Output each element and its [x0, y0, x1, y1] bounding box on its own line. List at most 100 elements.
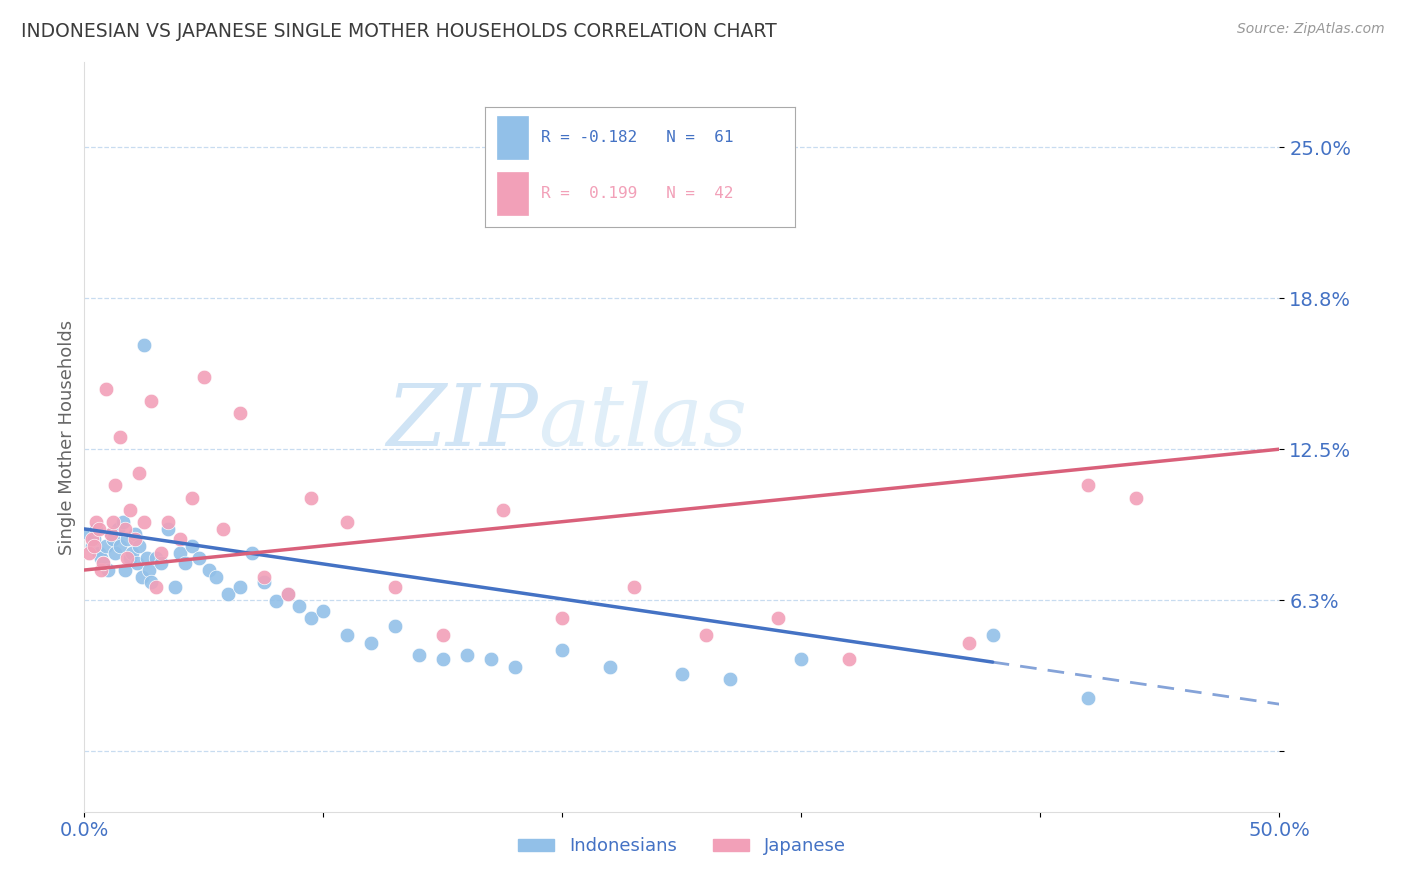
Point — [301, 491, 323, 505]
Point — [169, 532, 191, 546]
Point — [981, 628, 1004, 642]
Point — [132, 515, 156, 529]
Point — [97, 563, 120, 577]
Point — [90, 563, 112, 577]
Point — [145, 550, 167, 565]
Point — [288, 599, 311, 614]
Point — [253, 575, 276, 590]
Point — [117, 550, 139, 565]
Point — [165, 580, 187, 594]
Point — [87, 546, 110, 560]
Point — [384, 580, 406, 594]
Point — [104, 546, 127, 560]
Point — [169, 546, 191, 560]
Point — [114, 563, 136, 577]
Point — [277, 587, 299, 601]
Point — [77, 546, 100, 560]
Point — [253, 570, 276, 584]
Point — [197, 563, 219, 577]
Point — [492, 502, 515, 516]
Point — [118, 502, 141, 516]
Point — [217, 587, 239, 601]
Point — [94, 382, 117, 396]
Point — [114, 522, 136, 536]
Point — [205, 570, 228, 584]
Point — [623, 580, 645, 594]
Point — [125, 556, 148, 570]
Point — [599, 659, 621, 673]
Point — [83, 539, 105, 553]
Point — [695, 628, 717, 642]
Point — [86, 522, 108, 536]
Point — [157, 522, 180, 536]
Point — [138, 563, 160, 577]
Point — [193, 369, 215, 384]
Point — [240, 546, 263, 560]
Point — [432, 628, 454, 642]
Point — [229, 580, 252, 594]
Point — [157, 515, 180, 529]
Point — [503, 659, 526, 673]
Point — [117, 532, 139, 546]
Point — [671, 667, 693, 681]
Point — [93, 556, 115, 570]
Point — [1125, 491, 1147, 505]
Point — [101, 515, 124, 529]
Point — [212, 522, 235, 536]
Point — [100, 526, 122, 541]
Point — [838, 652, 860, 666]
Point — [551, 611, 574, 625]
Y-axis label: Single Mother Households: Single Mother Households — [58, 319, 76, 555]
Point — [551, 642, 574, 657]
Point — [135, 550, 157, 565]
Point — [107, 522, 129, 536]
Point — [181, 491, 204, 505]
Point — [131, 570, 153, 584]
Point — [149, 546, 172, 560]
Point — [128, 539, 150, 553]
Point — [384, 618, 406, 632]
Point — [121, 546, 143, 560]
Legend: Indonesians, Japanese: Indonesians, Japanese — [512, 830, 852, 863]
Point — [188, 550, 211, 565]
Point — [1077, 478, 1099, 492]
Point — [229, 406, 252, 420]
Point — [336, 628, 359, 642]
Point — [83, 532, 105, 546]
Point — [124, 526, 146, 541]
Point — [456, 648, 478, 662]
Text: Source: ZipAtlas.com: Source: ZipAtlas.com — [1237, 22, 1385, 37]
Point — [149, 556, 172, 570]
Point — [86, 515, 108, 529]
Point — [77, 526, 100, 541]
Point — [101, 532, 124, 546]
Point — [90, 550, 112, 565]
Point — [277, 587, 299, 601]
Point — [145, 580, 167, 594]
Point — [141, 575, 163, 590]
Point — [132, 338, 156, 352]
Point — [432, 652, 454, 666]
Point — [104, 478, 127, 492]
Point — [718, 672, 741, 686]
Point — [312, 604, 335, 618]
Point — [110, 539, 132, 553]
Point — [118, 550, 141, 565]
Point — [87, 522, 110, 536]
Point — [766, 611, 789, 625]
Point — [360, 635, 382, 649]
Point — [94, 539, 117, 553]
Point — [110, 430, 132, 444]
Point — [336, 515, 359, 529]
Point — [80, 532, 103, 546]
Point — [264, 594, 287, 608]
Point — [790, 652, 813, 666]
Point — [128, 467, 150, 481]
Point — [408, 648, 430, 662]
Point — [100, 526, 122, 541]
Text: INDONESIAN VS JAPANESE SINGLE MOTHER HOUSEHOLDS CORRELATION CHART: INDONESIAN VS JAPANESE SINGLE MOTHER HOU… — [21, 22, 778, 41]
Point — [111, 515, 134, 529]
Point — [80, 539, 103, 553]
Point — [181, 539, 204, 553]
Text: atlas: atlas — [538, 381, 748, 464]
